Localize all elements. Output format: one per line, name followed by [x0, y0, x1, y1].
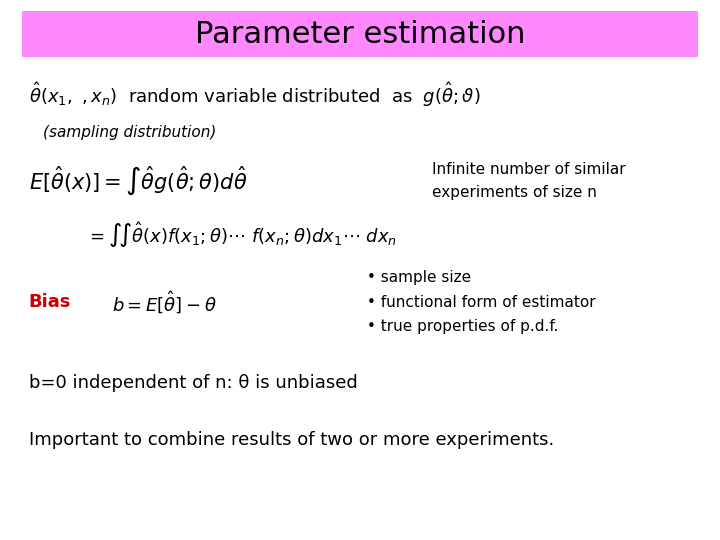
Text: • sample size
• functional form of estimator
• true properties of p.d.f.: • sample size • functional form of estim…	[367, 271, 596, 334]
Text: (sampling distribution): (sampling distribution)	[43, 125, 217, 140]
FancyBboxPatch shape	[22, 11, 698, 57]
Text: $b = E[\hat{\theta}] - \theta$: $b = E[\hat{\theta}] - \theta$	[112, 289, 216, 315]
Text: Parameter estimation: Parameter estimation	[194, 19, 526, 49]
Text: b=0 independent of n: θ is unbiased: b=0 independent of n: θ is unbiased	[29, 374, 358, 393]
Text: $= \int\!\int \hat{\theta}(x)f(x_1;\theta)\cdots \ f(x_n;\theta)dx_1\cdots \ dx_: $= \int\!\int \hat{\theta}(x)f(x_1;\thet…	[86, 220, 397, 250]
Text: Infinite number of similar
experiments of size n: Infinite number of similar experiments o…	[432, 163, 626, 199]
Text: Bias: Bias	[29, 293, 71, 312]
Text: Important to combine results of two or more experiments.: Important to combine results of two or m…	[29, 431, 554, 449]
Text: $E[\hat{\theta}(x)] = \int \hat{\theta}g(\hat{\theta};\theta)d\hat{\theta}$: $E[\hat{\theta}(x)] = \int \hat{\theta}g…	[29, 165, 247, 197]
Text: $\hat{\theta}(x_1,\  ,x_n)$  random variable distributed  as  $g(\hat{\theta};\v: $\hat{\theta}(x_1,\ ,x_n)$ random variab…	[29, 80, 480, 109]
